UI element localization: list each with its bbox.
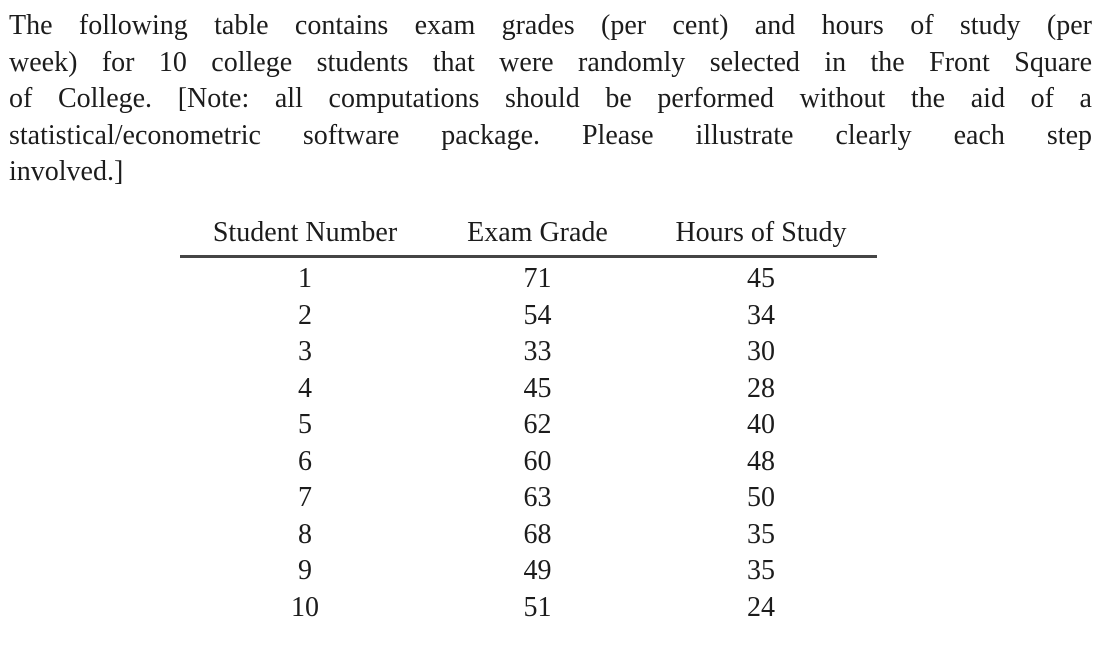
hours-of-study-cell: 45 xyxy=(747,263,775,294)
hours-of-study-cell: 50 xyxy=(747,482,775,513)
hours-of-study-cell: 35 xyxy=(747,555,775,586)
paragraph-line: The following table contains exam grades… xyxy=(9,10,1092,41)
student-number-cell: 4 xyxy=(298,372,312,404)
student-number-cell: 3 xyxy=(298,336,312,367)
exam-grade-cell: 33 xyxy=(523,336,552,367)
student-number-cell: 6 xyxy=(298,445,312,477)
table-row: 6 60 48 xyxy=(180,444,877,481)
hours-of-study-cell: 30 xyxy=(747,336,775,367)
paragraph-line: statistical/econometric software package… xyxy=(9,119,1092,151)
table-row: 2 54 34 xyxy=(180,298,877,335)
paragraph-line: of College. [Note: all computations shou… xyxy=(9,83,1092,115)
grades-table-header: Student Number Exam Grade Hours of Study xyxy=(180,216,877,258)
col-header-hours-of-study: Hours of Study xyxy=(645,216,877,258)
table-body: 1 71 45 2 54 34 3 33 30 4 45 28 5 62 40 6 60 48 7 63 50 8 68 35… xyxy=(180,257,877,627)
student-number-cell: 8 xyxy=(298,518,312,550)
table-row: 1 71 45 xyxy=(180,257,877,298)
table-row: 3 33 30 xyxy=(180,334,877,371)
exam-grade-cell: 71 xyxy=(523,263,552,294)
student-number-cell: 5 xyxy=(298,409,312,440)
table-row: 8 68 35 xyxy=(180,517,877,554)
exam-grade-cell: 51 xyxy=(523,591,552,623)
table-row: 4 45 28 xyxy=(180,371,877,408)
student-number-cell: 2 xyxy=(298,299,312,331)
student-number-cell: 9 xyxy=(298,555,312,586)
hours-of-study-cell: 28 xyxy=(747,372,775,404)
exam-grade-cell: 63 xyxy=(523,482,552,513)
hours-of-study-cell: 40 xyxy=(747,409,775,440)
grades-table: Student Number Exam Grade Hours of Study… xyxy=(180,216,877,626)
table-row: 9 49 35 xyxy=(180,553,877,590)
exam-grade-cell: 68 xyxy=(523,518,552,550)
hours-of-study-cell: 34 xyxy=(747,299,775,331)
header-row: Student Number Exam Grade Hours of Study xyxy=(180,216,877,258)
hours-of-study-cell: 35 xyxy=(747,518,775,550)
hours-of-study-cell: 48 xyxy=(747,445,775,477)
paragraph-line: week) for 10 college students that were … xyxy=(9,46,1092,78)
student-number-cell: 10 xyxy=(291,591,319,623)
problem-statement: The following table contains exam grades… xyxy=(9,8,1092,191)
table-row: 5 62 40 xyxy=(180,407,877,444)
student-number-cell: 7 xyxy=(298,482,312,513)
table-row: 10 51 24 xyxy=(180,590,877,627)
paragraph-line: involved.] xyxy=(9,156,124,188)
col-header-student-number: Student Number xyxy=(180,216,430,258)
exam-grade-cell: 62 xyxy=(523,409,552,440)
col-header-exam-grade: Exam Grade xyxy=(430,216,645,258)
exam-grade-cell: 54 xyxy=(523,299,552,331)
exam-grade-cell: 60 xyxy=(523,445,552,477)
table-row: 7 63 50 xyxy=(180,480,877,517)
student-number-cell: 1 xyxy=(298,263,312,294)
exam-grade-cell: 49 xyxy=(523,555,552,586)
hours-of-study-cell: 24 xyxy=(747,591,775,623)
exam-grade-cell: 45 xyxy=(523,372,552,404)
